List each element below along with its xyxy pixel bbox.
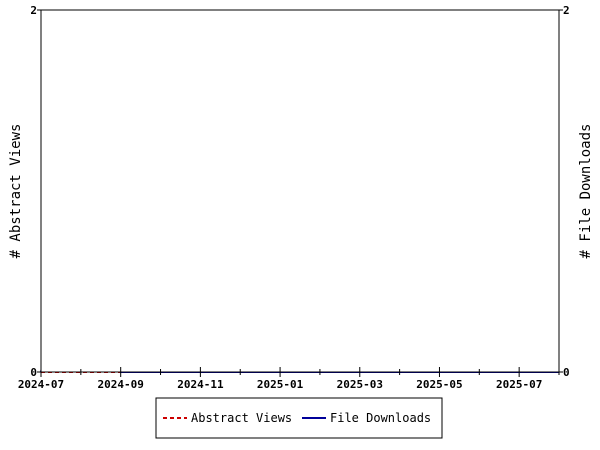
y-right-axis-title: # File Downloads bbox=[578, 124, 594, 259]
x-tick-label: 2025-01 bbox=[257, 378, 304, 391]
y-right-tick-label: 2 bbox=[563, 4, 570, 17]
legend-label-file-downloads: File Downloads bbox=[330, 411, 431, 425]
x-tick-label: 2024-11 bbox=[177, 378, 224, 391]
x-tick-label: 2024-07 bbox=[18, 378, 64, 391]
y-left-tick-label: 0 bbox=[30, 366, 37, 379]
x-tick-label: 2025-05 bbox=[416, 378, 462, 391]
legend-label-abstract-views: Abstract Views bbox=[191, 411, 292, 425]
y-left-axis-title: # Abstract Views bbox=[8, 124, 24, 259]
x-tick-label: 2025-03 bbox=[337, 378, 383, 391]
y-left-tick-label: 2 bbox=[30, 4, 37, 17]
plot-area bbox=[40, 9, 560, 373]
x-tick-label: 2025-07 bbox=[496, 378, 542, 391]
legend-box bbox=[155, 397, 443, 439]
y-right-tick-label: 0 bbox=[563, 366, 570, 379]
x-tick-label: 2024-09 bbox=[98, 378, 144, 391]
